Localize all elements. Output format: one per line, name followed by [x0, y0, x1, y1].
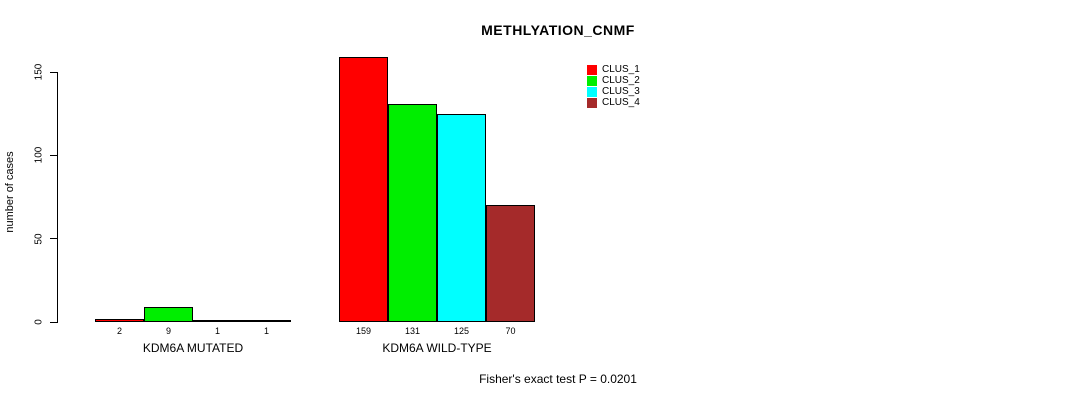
legend-swatch — [587, 75, 597, 86]
legend-label: CLUS_3 — [602, 86, 640, 97]
legend-label: CLUS_1 — [602, 64, 640, 75]
bar-clus_4 — [242, 320, 291, 322]
legend-label: CLUS_4 — [602, 97, 640, 108]
bar-value-label: 1 — [214, 326, 221, 336]
legend-swatch — [587, 97, 597, 108]
y-tick-mark — [50, 238, 58, 240]
y-tick-label: 0 — [33, 319, 45, 325]
legend: CLUS_1 CLUS_2 CLUS_3 CLUS_4 — [587, 64, 640, 108]
y-tick-mark — [50, 71, 58, 73]
bar-value-label: 2 — [116, 326, 123, 336]
bar-value-label: 70 — [505, 326, 516, 336]
bar-value-label: 9 — [165, 326, 172, 336]
legend-row: CLUS_3 — [587, 86, 640, 97]
bar-clus_4 — [486, 205, 535, 322]
y-axis-label: number of cases — [4, 151, 16, 233]
bar-value-label: 125 — [453, 326, 470, 336]
legend-swatch — [587, 64, 597, 75]
bar-clus_3 — [193, 320, 242, 322]
bar-value-label: 1 — [263, 326, 270, 336]
group-label: KDM6A MUTATED — [142, 341, 244, 355]
legend-row: CLUS_1 — [587, 64, 640, 75]
bar-clus_3 — [437, 114, 486, 322]
fisher-test-note: Fisher's exact test P = 0.0201 — [479, 372, 637, 386]
group-label: KDM6A WILD-TYPE — [382, 341, 492, 355]
bar-value-label: 159 — [355, 326, 372, 336]
y-axis — [57, 72, 58, 323]
legend-row: CLUS_4 — [587, 97, 640, 108]
y-tick-label: 150 — [33, 63, 45, 81]
legend-swatch — [587, 86, 597, 97]
chart-title: METHLYATION_CNMF — [481, 22, 635, 38]
bar-clus_1 — [339, 57, 388, 322]
y-tick-mark — [50, 321, 58, 323]
bar-clus_2 — [388, 104, 437, 322]
bar-clus_1 — [95, 319, 144, 322]
y-tick-label: 50 — [33, 233, 45, 245]
bar-value-label: 131 — [404, 326, 421, 336]
y-tick-label: 100 — [33, 146, 45, 164]
bar-clus_2 — [144, 307, 193, 322]
legend-label: CLUS_2 — [602, 75, 640, 86]
legend-row: CLUS_2 — [587, 75, 640, 86]
y-tick-mark — [50, 154, 58, 156]
